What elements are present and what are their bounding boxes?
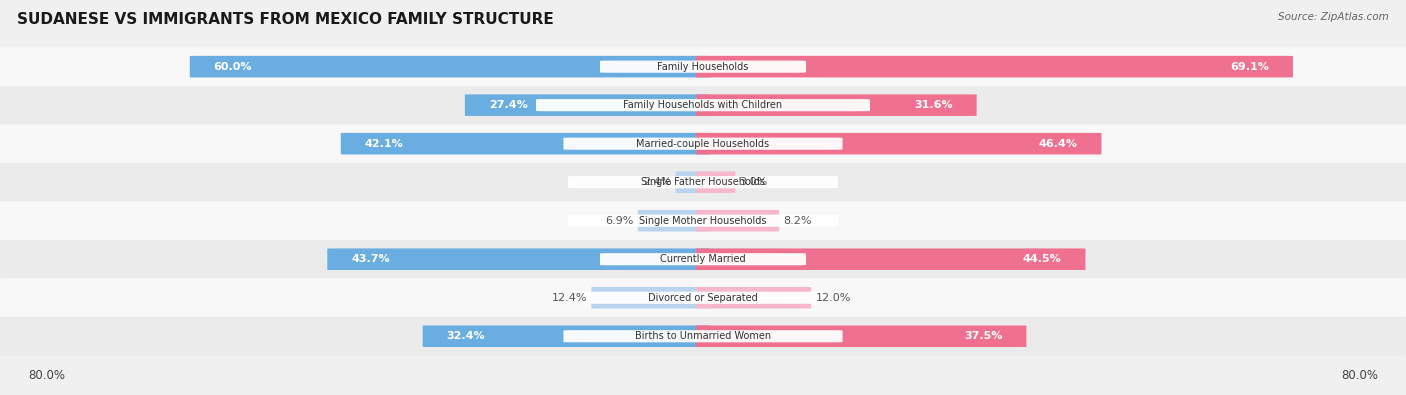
Text: 6.9%: 6.9%: [605, 216, 634, 226]
Text: 3.0%: 3.0%: [740, 177, 768, 187]
Text: Currently Married: Currently Married: [661, 254, 745, 264]
FancyBboxPatch shape: [0, 240, 1406, 278]
FancyBboxPatch shape: [0, 124, 1406, 163]
FancyBboxPatch shape: [696, 171, 735, 193]
FancyBboxPatch shape: [340, 133, 710, 154]
Text: Births to Unmarried Women: Births to Unmarried Women: [636, 331, 770, 341]
Text: 12.4%: 12.4%: [551, 293, 588, 303]
FancyBboxPatch shape: [638, 210, 710, 231]
FancyBboxPatch shape: [582, 292, 824, 304]
Text: 46.4%: 46.4%: [1039, 139, 1077, 149]
FancyBboxPatch shape: [696, 94, 977, 116]
FancyBboxPatch shape: [536, 99, 870, 111]
Text: 2.4%: 2.4%: [643, 177, 672, 187]
Text: 12.0%: 12.0%: [815, 293, 851, 303]
FancyBboxPatch shape: [696, 287, 811, 308]
Text: 44.5%: 44.5%: [1022, 254, 1062, 264]
FancyBboxPatch shape: [568, 214, 838, 227]
FancyBboxPatch shape: [0, 47, 1406, 86]
FancyBboxPatch shape: [423, 325, 710, 347]
FancyBboxPatch shape: [190, 56, 710, 77]
FancyBboxPatch shape: [568, 176, 838, 188]
FancyBboxPatch shape: [676, 171, 710, 193]
Text: Single Father Households: Single Father Households: [641, 177, 765, 187]
Text: Married-couple Households: Married-couple Households: [637, 139, 769, 149]
FancyBboxPatch shape: [328, 248, 710, 270]
Text: Family Households: Family Households: [658, 62, 748, 71]
Text: 42.1%: 42.1%: [364, 139, 404, 149]
FancyBboxPatch shape: [0, 317, 1406, 356]
FancyBboxPatch shape: [696, 133, 1101, 154]
FancyBboxPatch shape: [0, 86, 1406, 124]
Text: 80.0%: 80.0%: [1341, 369, 1378, 382]
Text: 43.7%: 43.7%: [352, 254, 389, 264]
Text: SUDANESE VS IMMIGRANTS FROM MEXICO FAMILY STRUCTURE: SUDANESE VS IMMIGRANTS FROM MEXICO FAMIL…: [17, 12, 554, 27]
Text: Divorced or Separated: Divorced or Separated: [648, 293, 758, 303]
Text: 27.4%: 27.4%: [489, 100, 527, 110]
FancyBboxPatch shape: [0, 278, 1406, 317]
Text: 60.0%: 60.0%: [214, 62, 252, 71]
FancyBboxPatch shape: [696, 56, 1294, 77]
FancyBboxPatch shape: [465, 94, 710, 116]
Text: 37.5%: 37.5%: [965, 331, 1002, 341]
FancyBboxPatch shape: [696, 325, 1026, 347]
Text: 80.0%: 80.0%: [28, 369, 65, 382]
Text: 69.1%: 69.1%: [1230, 62, 1270, 71]
Text: Family Households with Children: Family Households with Children: [623, 100, 783, 110]
FancyBboxPatch shape: [0, 201, 1406, 240]
FancyBboxPatch shape: [696, 210, 779, 231]
FancyBboxPatch shape: [696, 248, 1085, 270]
FancyBboxPatch shape: [592, 287, 710, 308]
Text: 32.4%: 32.4%: [447, 331, 485, 341]
FancyBboxPatch shape: [564, 330, 842, 342]
Text: Single Mother Households: Single Mother Households: [640, 216, 766, 226]
FancyBboxPatch shape: [564, 137, 842, 150]
FancyBboxPatch shape: [0, 163, 1406, 201]
Text: 31.6%: 31.6%: [914, 100, 953, 110]
Text: 8.2%: 8.2%: [783, 216, 811, 226]
FancyBboxPatch shape: [600, 253, 806, 265]
FancyBboxPatch shape: [600, 60, 806, 73]
Text: Source: ZipAtlas.com: Source: ZipAtlas.com: [1278, 12, 1389, 22]
